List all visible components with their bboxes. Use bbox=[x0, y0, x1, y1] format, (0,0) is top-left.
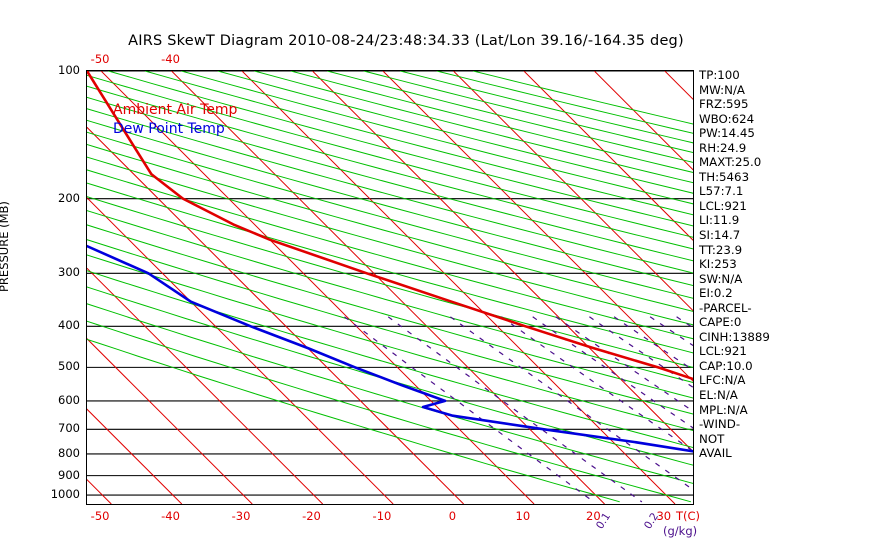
legend-ambient-air-temp: Ambient Air Temp bbox=[113, 102, 237, 118]
skewt-diagram-page: AIRS SkewT Diagram 2010-08-24/23:48:34.3… bbox=[0, 0, 870, 560]
pressure-tick-800: 800 bbox=[58, 446, 80, 460]
temperature-unit-label: T(C) bbox=[676, 509, 700, 523]
index-avail: AVAIL bbox=[699, 446, 869, 461]
pressure-tick-600: 600 bbox=[58, 393, 80, 407]
index-th: TH:5463 bbox=[699, 170, 869, 185]
bottom-temp-tick--50: -50 bbox=[91, 509, 110, 523]
index-si: SI:14.7 bbox=[699, 228, 869, 243]
bottom-temp-tick-10: 10 bbox=[516, 509, 531, 523]
page-title: AIRS SkewT Diagram 2010-08-24/23:48:34.3… bbox=[0, 33, 812, 49]
top-temp-tick--40: -40 bbox=[161, 52, 180, 66]
pressure-tick-200: 200 bbox=[58, 191, 80, 205]
pressure-tick-300: 300 bbox=[58, 265, 80, 279]
mixing-ratio-unit-label: (g/kg) bbox=[663, 524, 697, 538]
index-cap: CAP:10.0 bbox=[699, 359, 869, 374]
index-parcel: -PARCEL- bbox=[699, 301, 869, 316]
index-cape: CAPE:0 bbox=[699, 315, 869, 330]
sounding-indices-panel: TP:100MW:N/AFRZ:595WBO:624PW:14.45RH:24.… bbox=[699, 68, 869, 461]
index-tt: TT:23.9 bbox=[699, 243, 869, 258]
pressure-axis-title: PRESSURE (MB) bbox=[0, 201, 11, 292]
index-lcl: LCL:921 bbox=[699, 199, 869, 214]
bottom-temp-tick-0: 0 bbox=[449, 509, 456, 523]
index-li: LI:11.9 bbox=[699, 213, 869, 228]
pressure-axis: PRESSURE (MB) 100 200 300 400 500 600 700 800 90… bbox=[0, 0, 86, 560]
index-frz: FRZ:595 bbox=[699, 97, 869, 112]
top-temp-tick--50: -50 bbox=[91, 52, 110, 66]
index-mw: MW:N/A bbox=[699, 83, 869, 98]
pressure-tick-700: 700 bbox=[58, 421, 80, 435]
bottom-axis: T(C) (g/kg) -50-40-30-20-1001020300.10.2 bbox=[0, 505, 870, 560]
bottom-temp-tick--40: -40 bbox=[161, 509, 180, 523]
index-ki: KI:253 bbox=[699, 257, 869, 272]
top-temperature-axis: -50 -40 bbox=[0, 52, 870, 68]
legend-dew-point-temp: Dew Point Temp bbox=[113, 121, 225, 137]
index-maxt: MAXT:25.0 bbox=[699, 155, 869, 170]
index-el: EL:N/A bbox=[699, 388, 869, 403]
index-sw: SW:N/A bbox=[699, 272, 869, 287]
index-pw: PW:14.45 bbox=[699, 126, 869, 141]
bottom-temp-tick--10: -10 bbox=[373, 509, 392, 523]
bottom-temp-tick--30: -30 bbox=[232, 509, 251, 523]
index-lcl: LCL:921 bbox=[699, 344, 869, 359]
index-lfc: LFC:N/A bbox=[699, 373, 869, 388]
index-l57: L57:7.1 bbox=[699, 184, 869, 199]
index-wbo: WBO:624 bbox=[699, 112, 869, 127]
pressure-tick-1000: 1000 bbox=[51, 487, 80, 501]
index-cinh: CINH:13889 bbox=[699, 330, 869, 345]
pressure-tick-400: 400 bbox=[58, 318, 80, 332]
bottom-temp-tick--20: -20 bbox=[302, 509, 321, 523]
pressure-tick-900: 900 bbox=[58, 468, 80, 482]
index-mpl: MPL:N/A bbox=[699, 403, 869, 418]
index-wind: -WIND- bbox=[699, 417, 869, 432]
index-not: NOT bbox=[699, 432, 869, 447]
index-ei: EI:0.2 bbox=[699, 286, 869, 301]
pressure-tick-500: 500 bbox=[58, 359, 80, 373]
index-tp: TP:100 bbox=[699, 68, 869, 83]
pressure-tick-100: 100 bbox=[58, 63, 80, 77]
index-rh: RH:24.9 bbox=[699, 141, 869, 156]
